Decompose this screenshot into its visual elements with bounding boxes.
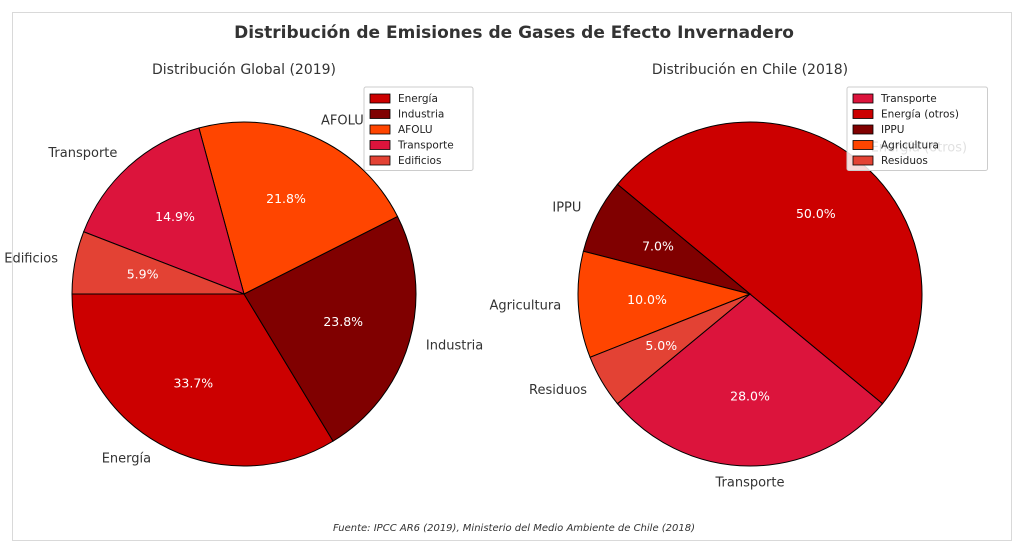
pie-slice-chile-residuos [589,293,751,405]
slice-label-global-transporte: Transporte [47,146,117,161]
legend-entry-chile-ippu: IPPU [881,124,904,136]
pct-label-global-industria: 23.8% [323,314,363,329]
legend-swatch-chile-transporte [852,93,874,104]
figure-title: Distribución de Emisiones de Gases de Ef… [234,23,794,43]
legend-swatch-global-afolu [369,124,391,135]
pie-title-global: Distribución Global (2019) [152,62,336,78]
pie-slice-chile-agricultura [577,250,752,358]
pct-label-chile-energia-otros: 50.0% [796,206,836,221]
pie-slice-global-afolu [198,121,399,295]
pct-label-global-edificios: 5.9% [127,267,159,282]
legend-box-global [363,86,474,171]
legend-swatch-global-transporte [369,140,391,150]
pct-label-chile-transporte: 28.0% [730,389,770,404]
figure-frame [12,12,1012,541]
legend-box-chile [846,86,988,171]
legend-entry-global-industria: Industria [398,109,444,121]
slice-label-global-edificios: Edificios [4,252,58,267]
legend-entry-global-energia: Energía [398,93,438,105]
slice-label-chile-residuos: Residuos [529,383,587,398]
legend-entry-global-edificios: Edificios [398,155,441,167]
legend-entry-chile-transporte: Transporte [880,93,937,105]
slice-label-chile-transporte: Transporte [715,476,785,491]
legend-entry-chile-energia-otros: Energía (otros) [881,109,959,121]
pie-chart-global: Distribución Global (2019) 33.7% Energía 2… [4,62,483,467]
pie-slice-global-energia [71,293,334,467]
pct-label-chile-ippu: 7.0% [642,239,674,254]
pie-title-chile: Distribución en Chile (2018) [652,62,848,78]
legend-swatch-global-industria [369,109,391,119]
pct-label-global-afolu: 21.8% [266,191,306,206]
legend-chile: Transporte Energía (otros) IPPU Agricultura… [846,86,988,171]
pie-chart-chile: Distribución en Chile (2018) 28.0% Transp… [489,62,988,491]
slice-label-global-industria: Industria [426,339,483,354]
pct-label-chile-agricultura: 10.0% [627,292,667,307]
legend-swatch-chile-ippu [852,124,874,135]
source-note: Fuente: IPCC AR6 (2019), Ministerio del … [333,523,695,534]
pct-label-global-energia: 33.7% [173,375,213,390]
slice-label-chile-agricultura: Agricultura [489,298,561,313]
legend-entry-chile-agricultura: Agricultura [881,140,939,152]
legend-entry-global-transporte: Transporte [397,140,454,152]
pct-label-global-transporte: 14.9% [155,209,195,224]
pie-slice-chile-transporte [616,293,884,467]
slice-label-chile-ippu: IPPU [552,201,581,216]
legend-entry-chile-residuos: Residuos [881,155,928,167]
slice-label-global-energia: Energía [102,451,151,466]
pct-label-chile-residuos: 5.0% [645,338,677,353]
legend-swatch-chile-energia-otros [852,109,874,119]
legend-swatch-chile-residuos [852,155,874,166]
legend-swatch-global-edificios [369,155,391,166]
pie-slice-global-transporte [83,127,245,295]
legend-entry-global-afolu: AFOLU [398,124,433,136]
pie-slice-global-edificios [71,231,245,295]
legend-global: Energía Industria AFOLU Transporte Edificios [363,86,474,171]
slice-label-global-afolu: AFOLU [321,114,364,129]
legend-swatch-global-energia [369,93,391,104]
legend-swatch-chile-agricultura [852,140,874,150]
